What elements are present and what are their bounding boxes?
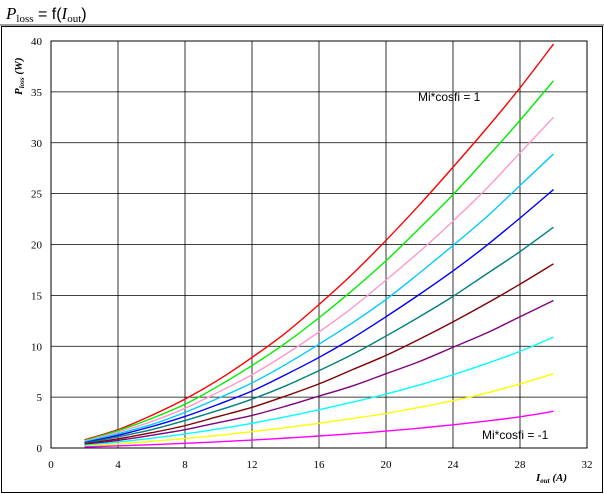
- y-tick-label: 10: [31, 341, 43, 353]
- x-tick-label: 16: [314, 459, 326, 471]
- curves: [84, 43, 555, 448]
- title-lhs-symbol: P: [5, 4, 16, 23]
- x-tick-label: 12: [247, 459, 258, 471]
- series-line-3: [84, 153, 554, 443]
- x-tick-label: 28: [515, 459, 527, 471]
- x-tick-labels: 0 4 8 12 16 20 24 28 32: [48, 459, 592, 471]
- y-tick-label: 20: [31, 240, 43, 252]
- annotation-top: Mi*cosfi = 1: [418, 90, 481, 104]
- x-axis-unit: (A): [550, 472, 567, 484]
- chart-title: Ploss = f(Iout): [5, 4, 87, 25]
- series-line-2: [84, 116, 555, 442]
- y-tick-label: 15: [31, 290, 43, 302]
- title-equals: = f(: [34, 6, 63, 23]
- x-tick-label: 24: [448, 459, 460, 471]
- y-tick-label: 35: [31, 87, 43, 99]
- x-tick-label: 4: [115, 459, 121, 471]
- x-tick-label: 32: [582, 459, 593, 471]
- y-tick-label: 40: [31, 36, 43, 48]
- series-line-7: [84, 299, 554, 446]
- x-axis-label: Iout (A): [535, 472, 567, 485]
- title-close: ): [81, 6, 86, 23]
- y-axis-label: Ploss (W): [13, 58, 26, 96]
- y-axis-symbol: P: [13, 88, 25, 95]
- x-axis-symbol: I: [535, 472, 541, 484]
- y-tick-label: 5: [37, 392, 43, 404]
- series-line-6: [84, 263, 554, 445]
- x-tick-label: 20: [381, 459, 393, 471]
- title-arg-sub: out: [67, 13, 81, 25]
- title-arg-symbol: I: [61, 4, 69, 23]
- series-line-5: [84, 226, 554, 444]
- series-line-1: [84, 80, 555, 442]
- annotation-bottom: Mi*cosfi = -1: [482, 428, 549, 442]
- y-tick-label: 25: [31, 189, 43, 201]
- grid: [50, 40, 588, 449]
- x-tick-label: 0: [48, 459, 54, 471]
- y-axis-unit: (W): [13, 58, 25, 78]
- series-line-8: [84, 336, 554, 447]
- x-axis-sub: out: [540, 477, 550, 485]
- x-tick-label: 8: [182, 459, 188, 471]
- series-line-0: [84, 43, 555, 441]
- y-tick-labels: 0 5 10 15 20 25 30 35 40: [31, 36, 43, 455]
- plot-frame: [50, 40, 588, 449]
- series-line-10: [84, 410, 554, 448]
- series-line-9: [84, 373, 554, 447]
- title-lhs-sub: loss: [16, 13, 33, 25]
- y-tick-label: 30: [31, 138, 43, 150]
- outer-frame: [1, 26, 603, 493]
- series-line-4: [84, 189, 554, 444]
- y-tick-label: 0: [37, 443, 43, 455]
- y-axis-sub: loss: [18, 77, 26, 88]
